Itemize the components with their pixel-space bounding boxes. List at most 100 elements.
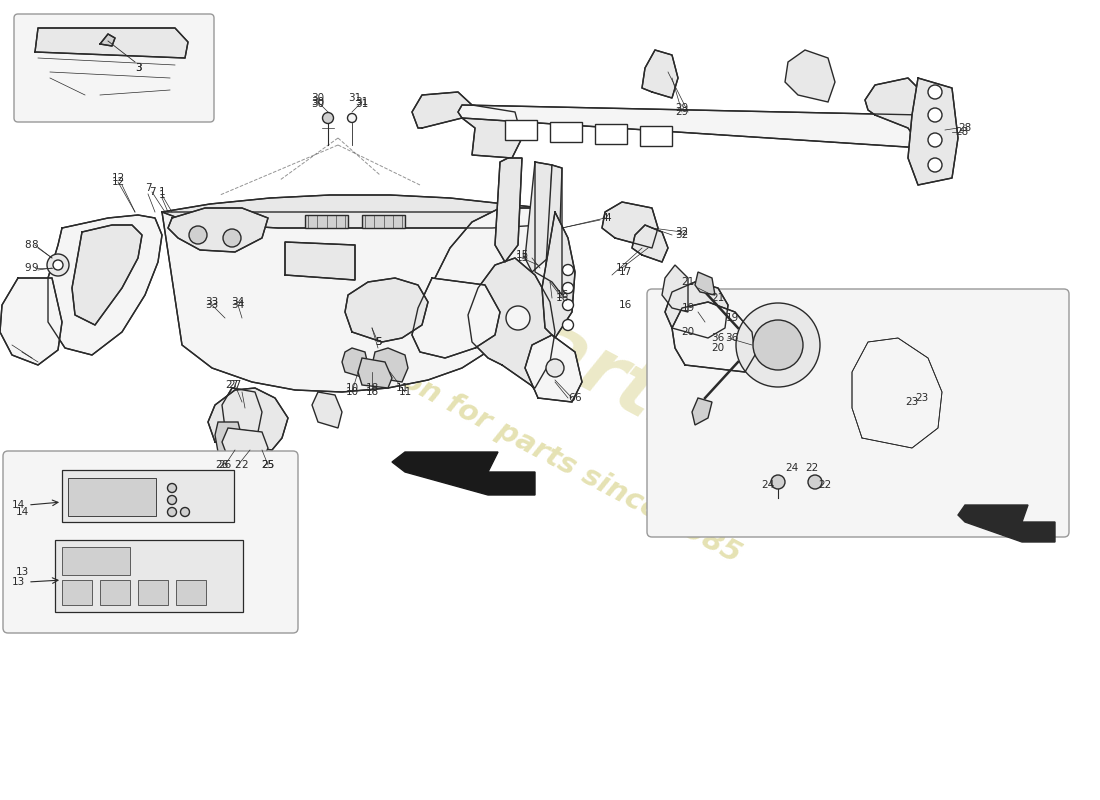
Text: 27: 27	[229, 380, 242, 390]
Text: 26: 26	[219, 460, 232, 470]
Polygon shape	[372, 348, 408, 382]
Polygon shape	[640, 126, 672, 146]
Bar	[68, 478, 156, 516]
Circle shape	[167, 495, 176, 505]
Text: 29: 29	[675, 107, 689, 117]
Text: 22: 22	[818, 480, 832, 490]
Circle shape	[928, 133, 942, 147]
Polygon shape	[632, 225, 668, 262]
Polygon shape	[168, 208, 268, 252]
Polygon shape	[692, 398, 712, 425]
Text: 10: 10	[345, 383, 359, 393]
Polygon shape	[495, 158, 522, 262]
Polygon shape	[865, 78, 928, 148]
Text: 14: 14	[15, 507, 29, 517]
Text: 9: 9	[32, 263, 39, 273]
Bar	[100, 580, 130, 605]
Polygon shape	[412, 278, 500, 358]
Polygon shape	[0, 278, 62, 365]
Text: 1: 1	[158, 190, 165, 200]
Text: 6: 6	[569, 393, 575, 403]
Circle shape	[180, 507, 189, 517]
Circle shape	[928, 85, 942, 99]
Text: 1: 1	[158, 187, 165, 197]
Polygon shape	[358, 358, 392, 388]
Text: 29: 29	[675, 103, 689, 113]
Circle shape	[223, 229, 241, 247]
Polygon shape	[362, 215, 405, 228]
Polygon shape	[852, 338, 942, 448]
Text: 11: 11	[395, 383, 408, 393]
FancyBboxPatch shape	[647, 289, 1069, 537]
Polygon shape	[222, 388, 262, 432]
Bar	[62, 470, 234, 522]
Bar	[138, 580, 168, 605]
Text: 5: 5	[375, 337, 382, 347]
Polygon shape	[214, 422, 242, 455]
Circle shape	[322, 113, 333, 123]
Circle shape	[53, 260, 63, 270]
Polygon shape	[785, 50, 835, 102]
Text: 15: 15	[516, 253, 529, 263]
Text: 26: 26	[216, 460, 229, 470]
Text: 28: 28	[956, 127, 969, 137]
Polygon shape	[222, 428, 268, 462]
Text: 30: 30	[311, 93, 324, 103]
Text: 30: 30	[311, 99, 324, 109]
Text: 3: 3	[134, 63, 141, 73]
Circle shape	[167, 483, 176, 493]
Text: europarts: europarts	[285, 181, 715, 459]
Circle shape	[562, 265, 573, 275]
Text: 20: 20	[712, 343, 725, 353]
Text: 7: 7	[148, 187, 155, 197]
Circle shape	[506, 306, 530, 330]
Polygon shape	[468, 258, 556, 388]
Text: 27: 27	[226, 380, 239, 390]
Polygon shape	[162, 195, 556, 228]
Polygon shape	[525, 162, 552, 272]
Text: 31: 31	[355, 99, 368, 109]
Polygon shape	[342, 348, 369, 378]
Text: 7: 7	[145, 183, 152, 193]
Polygon shape	[602, 202, 658, 248]
Text: 17: 17	[615, 263, 628, 273]
Polygon shape	[285, 242, 355, 280]
FancyBboxPatch shape	[3, 451, 298, 633]
Text: 21: 21	[712, 293, 725, 303]
Text: 20: 20	[681, 327, 694, 337]
Text: 8: 8	[24, 240, 31, 250]
Text: 24: 24	[761, 480, 774, 490]
Text: 36: 36	[725, 333, 738, 343]
Text: 16: 16	[556, 293, 569, 303]
Text: 22: 22	[805, 463, 818, 473]
Text: 2: 2	[242, 460, 249, 470]
Text: 18: 18	[365, 387, 378, 397]
Text: 3: 3	[134, 63, 141, 73]
Text: 36: 36	[712, 333, 725, 343]
Bar	[62, 547, 130, 575]
Circle shape	[928, 108, 942, 122]
FancyBboxPatch shape	[14, 14, 214, 122]
Polygon shape	[162, 212, 556, 392]
Polygon shape	[908, 78, 958, 185]
Text: 13: 13	[15, 567, 29, 577]
Text: 16: 16	[618, 300, 631, 310]
Circle shape	[167, 507, 176, 517]
Text: 9: 9	[24, 263, 31, 273]
Polygon shape	[525, 335, 582, 402]
Text: 32: 32	[675, 230, 689, 240]
Polygon shape	[432, 208, 556, 390]
Circle shape	[348, 114, 356, 122]
Circle shape	[771, 475, 785, 489]
Polygon shape	[72, 225, 142, 325]
Circle shape	[189, 226, 207, 244]
Circle shape	[546, 359, 564, 377]
Polygon shape	[672, 302, 755, 372]
Circle shape	[736, 303, 820, 387]
Text: 31: 31	[349, 93, 362, 103]
Circle shape	[928, 158, 942, 172]
Text: 17: 17	[618, 267, 631, 277]
Polygon shape	[345, 278, 428, 342]
Text: 8: 8	[32, 240, 39, 250]
Polygon shape	[100, 34, 116, 46]
